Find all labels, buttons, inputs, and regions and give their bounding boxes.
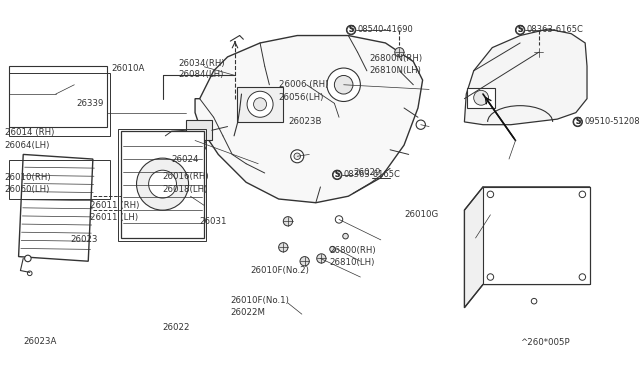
Circle shape bbox=[291, 150, 304, 163]
Circle shape bbox=[327, 68, 360, 102]
Text: 26031: 26031 bbox=[200, 217, 227, 226]
Circle shape bbox=[531, 298, 537, 304]
Circle shape bbox=[136, 158, 189, 210]
Circle shape bbox=[579, 274, 586, 280]
Ellipse shape bbox=[235, 89, 255, 99]
Text: 26010F(No.1): 26010F(No.1) bbox=[230, 296, 289, 305]
Text: 26339: 26339 bbox=[76, 99, 104, 108]
Text: 08363-6165C: 08363-6165C bbox=[344, 170, 401, 179]
Polygon shape bbox=[19, 154, 93, 261]
Circle shape bbox=[534, 48, 543, 57]
Text: 26024: 26024 bbox=[172, 154, 199, 164]
Text: 26010(RH): 26010(RH) bbox=[4, 173, 51, 182]
Circle shape bbox=[284, 217, 292, 226]
Text: 26064(LH): 26064(LH) bbox=[4, 141, 50, 150]
Circle shape bbox=[191, 138, 206, 153]
Text: 26023B: 26023B bbox=[288, 118, 321, 126]
Text: S: S bbox=[335, 170, 340, 179]
Text: S: S bbox=[575, 118, 580, 126]
Polygon shape bbox=[465, 187, 590, 308]
Bar bbox=[235, 61, 255, 94]
Circle shape bbox=[474, 90, 488, 105]
Circle shape bbox=[333, 171, 341, 179]
Circle shape bbox=[247, 91, 273, 117]
Circle shape bbox=[330, 246, 335, 252]
Text: 26023: 26023 bbox=[70, 235, 98, 244]
Circle shape bbox=[335, 216, 343, 223]
Circle shape bbox=[516, 26, 524, 34]
Text: 26060(LH): 26060(LH) bbox=[4, 185, 50, 194]
Text: 26029: 26029 bbox=[353, 169, 380, 177]
Text: S: S bbox=[348, 25, 354, 35]
Polygon shape bbox=[465, 29, 587, 125]
Text: 26014 (RH): 26014 (RH) bbox=[4, 128, 54, 137]
Text: S: S bbox=[518, 25, 523, 35]
Circle shape bbox=[300, 257, 309, 266]
Bar bbox=[186, 120, 212, 141]
Text: ^260*005P: ^260*005P bbox=[520, 337, 570, 347]
Text: 26810N(LH): 26810N(LH) bbox=[370, 66, 422, 75]
Circle shape bbox=[317, 254, 326, 263]
Text: 26010F(No.2): 26010F(No.2) bbox=[251, 266, 310, 275]
Circle shape bbox=[573, 117, 582, 126]
Text: 08363-6165C: 08363-6165C bbox=[527, 25, 584, 35]
Circle shape bbox=[278, 243, 288, 252]
Circle shape bbox=[24, 255, 31, 262]
Text: 26800N(RH): 26800N(RH) bbox=[370, 54, 423, 63]
Bar bbox=[237, 87, 284, 122]
Bar bbox=[10, 66, 107, 126]
Text: 08540-41690: 08540-41690 bbox=[358, 25, 413, 35]
Circle shape bbox=[28, 271, 32, 276]
Text: S: S bbox=[518, 25, 523, 35]
Circle shape bbox=[395, 48, 404, 57]
Bar bbox=[121, 131, 204, 238]
Circle shape bbox=[515, 25, 525, 35]
Text: S: S bbox=[348, 25, 354, 35]
Text: 26800(RH): 26800(RH) bbox=[330, 246, 376, 254]
Circle shape bbox=[148, 170, 177, 198]
Text: 26016(RH): 26016(RH) bbox=[163, 172, 209, 181]
Circle shape bbox=[573, 118, 582, 126]
Circle shape bbox=[487, 274, 493, 280]
Circle shape bbox=[333, 170, 342, 180]
Text: 26006 (RH): 26006 (RH) bbox=[278, 80, 328, 89]
Text: 26022: 26022 bbox=[163, 323, 190, 332]
Circle shape bbox=[579, 191, 586, 198]
Text: 26810(LH): 26810(LH) bbox=[330, 258, 375, 267]
Circle shape bbox=[487, 191, 493, 198]
Ellipse shape bbox=[235, 57, 255, 66]
Bar bbox=[228, 129, 244, 141]
Bar bbox=[483, 187, 590, 285]
Text: S: S bbox=[335, 170, 340, 179]
Circle shape bbox=[334, 76, 353, 94]
Text: 26010A: 26010A bbox=[111, 64, 145, 73]
Bar bbox=[10, 73, 109, 136]
Text: 09510-51208: 09510-51208 bbox=[584, 118, 640, 126]
Text: 26084(LH): 26084(LH) bbox=[179, 70, 224, 79]
Text: 26011 (LH): 26011 (LH) bbox=[90, 213, 138, 222]
Circle shape bbox=[347, 26, 355, 34]
Text: 26023A: 26023A bbox=[23, 337, 56, 346]
Polygon shape bbox=[195, 36, 422, 203]
Text: 26018(LH): 26018(LH) bbox=[163, 185, 208, 194]
Text: 26034(RH): 26034(RH) bbox=[179, 59, 225, 68]
Circle shape bbox=[294, 153, 300, 160]
Circle shape bbox=[346, 25, 356, 35]
Text: 26056(LH): 26056(LH) bbox=[278, 93, 324, 102]
Text: S: S bbox=[575, 118, 580, 126]
Bar bbox=[467, 87, 495, 108]
Text: 26022M: 26022M bbox=[230, 308, 266, 317]
Text: 26011 (RH): 26011 (RH) bbox=[90, 201, 140, 210]
Circle shape bbox=[343, 233, 348, 239]
Bar bbox=[10, 160, 109, 199]
Text: 26010G: 26010G bbox=[404, 210, 438, 219]
Circle shape bbox=[253, 98, 267, 111]
Bar bbox=[118, 129, 206, 241]
Circle shape bbox=[416, 120, 426, 129]
